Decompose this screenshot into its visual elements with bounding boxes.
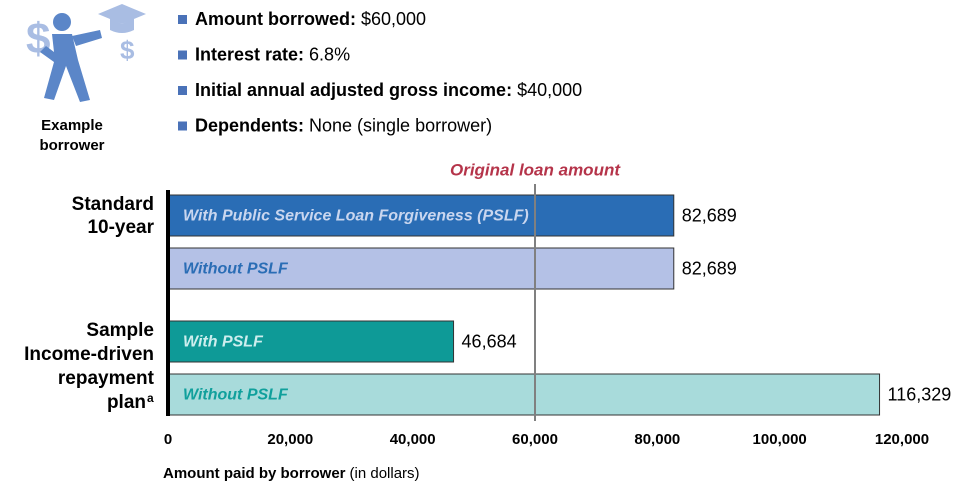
bullet-text: Dependents:None (single borrower) [195, 115, 492, 135]
group-label: 10-year [87, 217, 154, 238]
x-axis-label-normal: (in dollars) [350, 465, 420, 482]
bullet-value: $40,000 [517, 80, 582, 100]
x-axis-label-bold: Amount paid by borrower [163, 465, 346, 482]
x-tick-label: 20,000 [267, 431, 313, 448]
bullet-value: None (single borrower) [309, 115, 492, 135]
icon-arm [72, 30, 102, 46]
bar-inner-label: With PSLF [183, 334, 264, 351]
chart: $ $ Example borrower Amount borrowed:$60… [0, 0, 980, 486]
x-tick-label: 80,000 [634, 431, 680, 448]
group-label: Income-driven [24, 344, 154, 365]
bullet-text: Interest rate:6.8% [195, 44, 350, 64]
cap-icon [98, 4, 146, 24]
bar-inner-label: Without PSLF [183, 261, 289, 278]
dollar-icon: $ [120, 35, 135, 65]
bullet-label: Dependents: [195, 115, 304, 135]
icon-head [53, 13, 71, 31]
borrower-icon: $ $ [26, 4, 146, 102]
bullet-text: Initial annual adjusted gross income:$40… [195, 80, 582, 100]
x-tick-label: 0 [164, 431, 172, 448]
value-label: 82,689 [682, 205, 737, 225]
x-tick-label: 60,000 [512, 431, 558, 448]
group-label: repayment [58, 368, 155, 389]
group-label: Standard [72, 194, 154, 215]
bullet-value: 6.8% [309, 44, 350, 64]
bullet-label: Initial annual adjusted gross income: [195, 80, 512, 100]
value-label: 46,684 [462, 331, 517, 351]
bullet-square [178, 86, 187, 95]
value-label: 116,329 [888, 384, 952, 404]
bullet-text: Amount borrowed:$60,000 [195, 9, 426, 29]
value-label: 82,689 [682, 258, 737, 278]
group-label: plan [107, 392, 146, 413]
page: { "header": { "icon_label_lines": ["Exam… [0, 0, 980, 486]
bullet-square [178, 51, 187, 60]
footnote-marker: a [147, 391, 154, 405]
icon-label: borrower [39, 137, 104, 154]
group-label: Sample [86, 320, 154, 341]
x-tick-label: 120,000 [875, 431, 929, 448]
x-tick-label: 100,000 [753, 431, 807, 448]
bullet-square [178, 15, 187, 24]
reference-label: Original loan amount [450, 160, 621, 179]
x-tick-label: 40,000 [390, 431, 436, 448]
bullet-label: Amount borrowed: [195, 9, 356, 29]
bullet-label: Interest rate: [195, 44, 304, 64]
icon-label: Example [41, 117, 103, 134]
bullet-value: $60,000 [361, 9, 426, 29]
bar-inner-label: Without PSLF [183, 387, 289, 404]
bullet-square [178, 122, 187, 131]
x-axis-label: Amount paid by borrower(in dollars) [163, 465, 420, 482]
bar-inner-label: With Public Service Loan Forgiveness (PS… [183, 208, 529, 225]
